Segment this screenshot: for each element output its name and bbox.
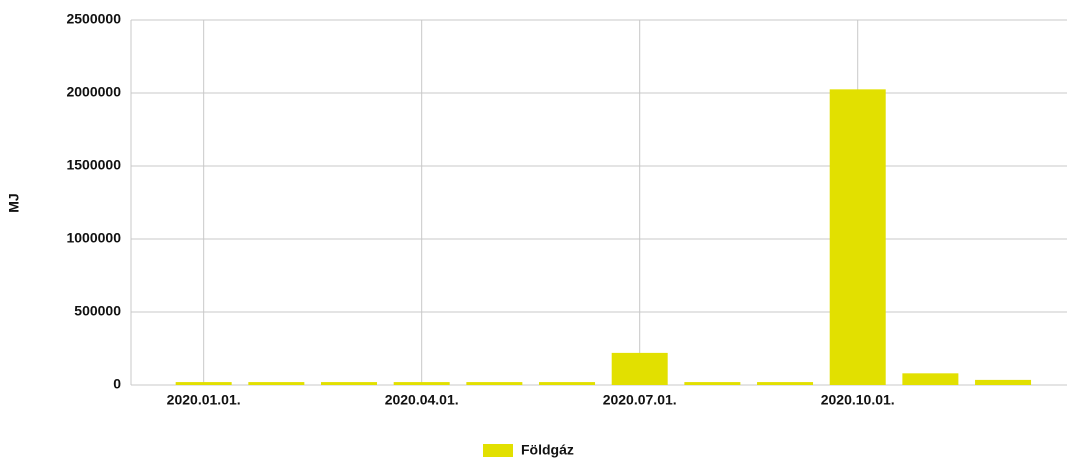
y-tick-label: 1000000 — [66, 230, 121, 246]
y-tick-label: 2500000 — [66, 11, 121, 27]
legend-swatch — [483, 444, 513, 457]
y-tick-label: 2000000 — [66, 84, 121, 100]
x-tick-label: 2020.10.01. — [821, 392, 895, 408]
y-tick-label: 0 — [113, 376, 121, 392]
bar — [611, 352, 668, 385]
x-tick-label: 2020.07.01. — [603, 392, 677, 408]
bar — [393, 382, 450, 385]
y-tick-label: 1500000 — [66, 157, 121, 173]
bar — [175, 382, 232, 385]
bar — [975, 379, 1032, 385]
bar — [248, 382, 305, 385]
bar — [684, 382, 741, 385]
bar — [539, 382, 596, 385]
x-tick-label: 2020.01.01. — [167, 392, 241, 408]
bar — [757, 382, 814, 385]
legend-label: Földgáz — [521, 442, 574, 458]
y-tick-label: 500000 — [74, 303, 121, 319]
bar — [321, 382, 378, 385]
x-tick-label: 2020.04.01. — [385, 392, 459, 408]
bar — [902, 373, 959, 385]
bar — [829, 89, 886, 385]
bar — [466, 382, 523, 385]
y-axis-label: MJ — [6, 193, 22, 212]
